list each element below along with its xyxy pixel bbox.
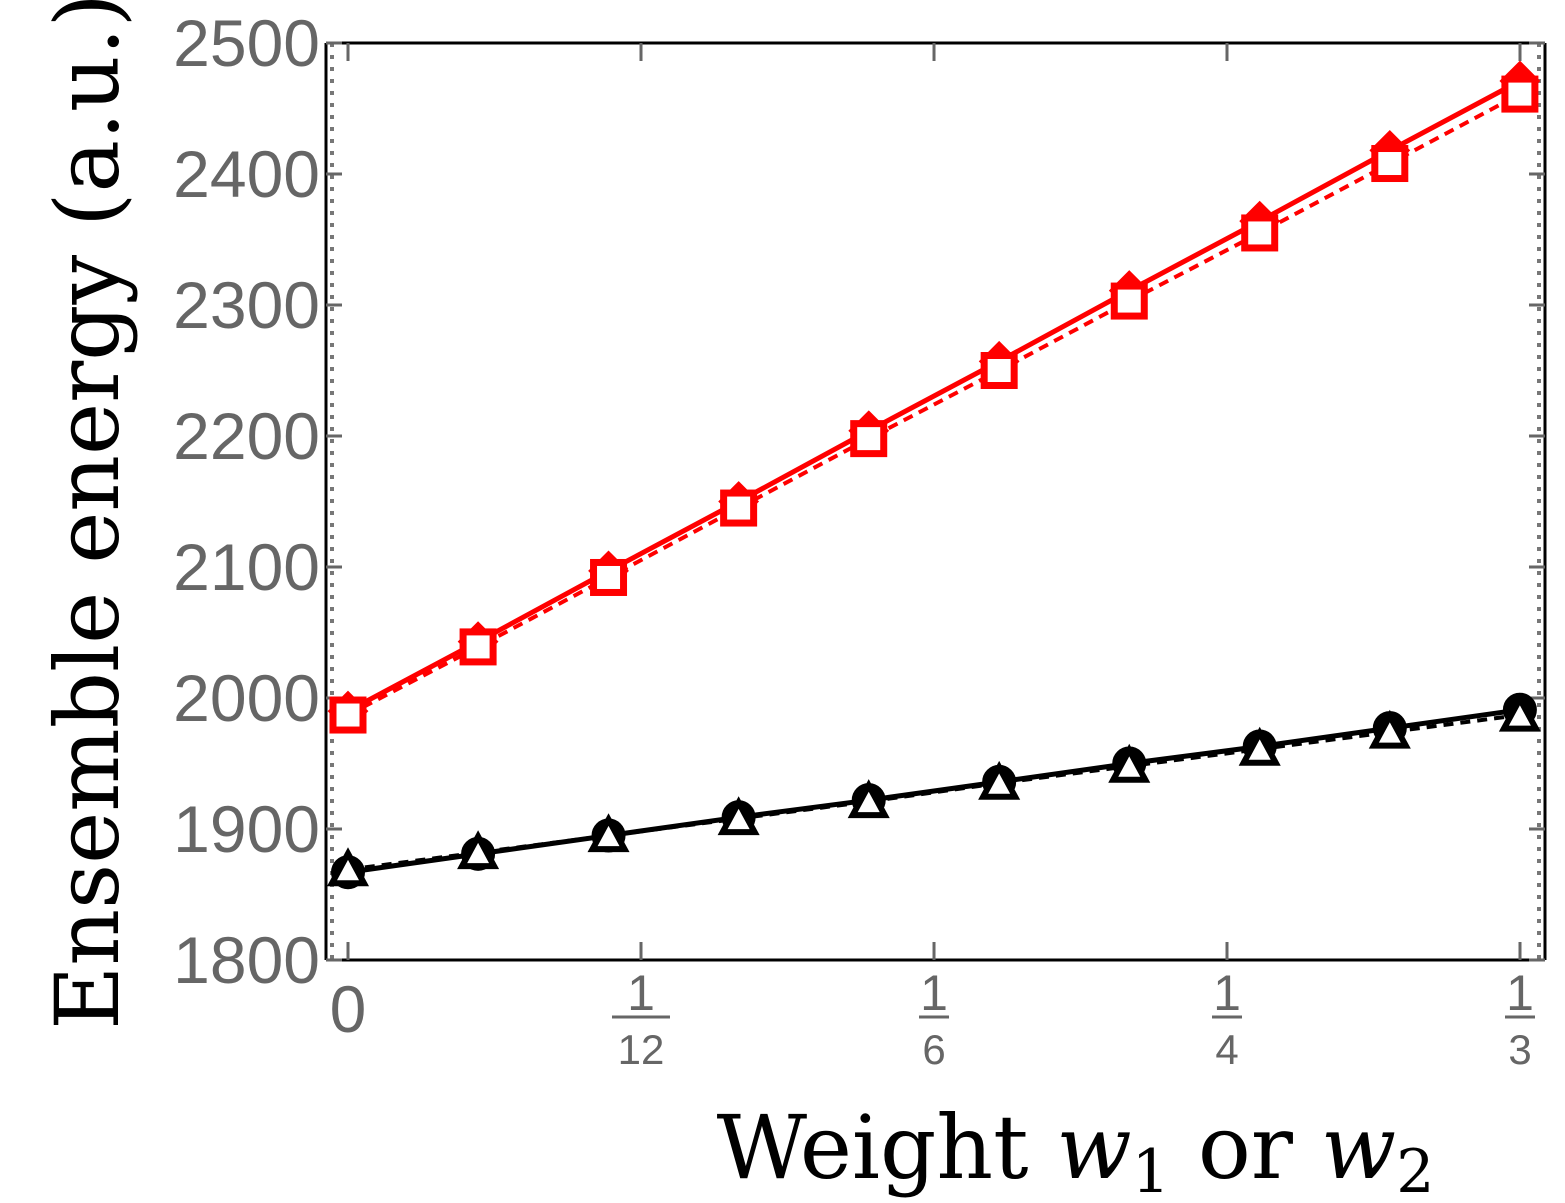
y-tick-label: 2000 — [173, 661, 320, 735]
marker-square — [1371, 145, 1409, 183]
series-line — [347, 92, 1521, 717]
x-axis-title: Weight w1 or w2 — [717, 1096, 1435, 1203]
marker-square — [1241, 214, 1279, 252]
series-3 — [347, 713, 1521, 872]
marker-square — [850, 420, 888, 458]
marker-triangle — [457, 830, 500, 870]
x-axis-title-sub1: 1 — [1132, 1137, 1170, 1203]
marker-triangle — [1108, 743, 1151, 783]
marker-square — [720, 489, 758, 527]
marker-triangle — [1238, 726, 1281, 766]
y-tick-label: 2200 — [173, 399, 320, 473]
marker-square — [1501, 75, 1539, 113]
y-axis-title: Ensemble energy (a.u.) — [36, 0, 139, 1030]
x-axis-title-prefix: Weight — [717, 1096, 1057, 1199]
x-axis-title-var1: w — [1056, 1096, 1131, 1199]
series-line — [346, 78, 1522, 714]
marker-triangle — [587, 813, 630, 853]
marker-triangle — [1368, 709, 1411, 749]
series-line — [347, 713, 1521, 872]
marker-square — [590, 558, 628, 596]
series-0 — [346, 78, 1522, 714]
x-tick-denominator: 6 — [922, 1026, 945, 1073]
series-layer — [326, 60, 1541, 890]
marker-triangle — [1498, 692, 1541, 732]
x-tick-denominator: 4 — [1215, 1026, 1238, 1073]
marker-square — [980, 352, 1018, 389]
x-tick-label: 0 — [330, 972, 367, 1046]
marker-square — [329, 696, 367, 734]
y-tick-label: 1900 — [173, 792, 320, 866]
y-tick-label: 1800 — [173, 923, 320, 997]
marker-triangle — [847, 779, 890, 819]
marker-triangle — [326, 847, 370, 887]
x-tick-denominator: 3 — [1508, 1026, 1531, 1073]
series-markers-3 — [326, 692, 1541, 887]
x-axis-title-sub2: 2 — [1396, 1137, 1434, 1203]
marker-square — [1110, 282, 1148, 320]
x-axis-title-mid: or — [1170, 1096, 1321, 1199]
x-axis-title-var2: w — [1321, 1096, 1396, 1199]
marker-triangle — [978, 760, 1021, 800]
y-tick-label: 2400 — [173, 137, 320, 211]
marker-triangle — [717, 796, 760, 836]
x-tick-denominator: 12 — [618, 1026, 665, 1073]
marker-square — [459, 628, 497, 666]
x-tick-numerator: 1 — [1213, 965, 1241, 1021]
series-1 — [347, 92, 1521, 717]
x-tick-numerator: 1 — [1506, 965, 1534, 1021]
y-tick-label: 2300 — [173, 268, 320, 342]
y-tick-label: 2100 — [173, 530, 320, 604]
x-tick-numerator: 1 — [920, 965, 948, 1021]
y-tick-label: 2500 — [173, 6, 320, 80]
tick-layer — [326, 41, 1545, 962]
x-tick-numerator: 1 — [627, 965, 655, 1021]
plot-frame-layer — [324, 41, 1547, 962]
series-markers-1 — [329, 75, 1539, 734]
